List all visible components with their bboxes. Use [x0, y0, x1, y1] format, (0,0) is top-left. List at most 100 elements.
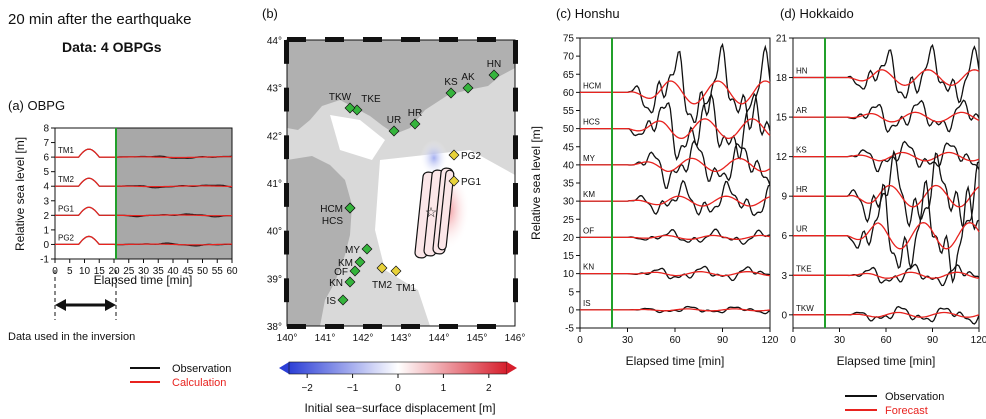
- map-lat-label: 39°: [267, 274, 282, 285]
- y-tick-label: 25: [563, 215, 575, 226]
- y-tick-label: 60: [563, 88, 575, 99]
- station-marker: [448, 149, 460, 161]
- series-label: KN: [583, 263, 594, 272]
- legend-d-calc: Forecast: [885, 405, 928, 417]
- x-tick-label: 10: [79, 266, 91, 277]
- y-tick-label: 30: [563, 197, 575, 208]
- map-border-bar: [513, 230, 518, 255]
- x-tick-label: 55: [212, 266, 224, 277]
- y-tick-label: 8: [43, 124, 49, 135]
- colorbar-tick-label: 2: [486, 383, 492, 394]
- y-tick-label: 40: [563, 160, 575, 171]
- map-border-bar: [284, 230, 289, 255]
- y-tick-label: 45: [563, 142, 575, 153]
- colorbar-tick-label: 1: [441, 383, 447, 394]
- x-tick-label: 45: [182, 266, 194, 277]
- subsidence-zone: [420, 140, 448, 176]
- y-tick-label: 55: [563, 106, 575, 117]
- x-tick-label: 15: [94, 266, 106, 277]
- panel-a-ylabel: Relative sea level [m]: [13, 137, 27, 251]
- y-tick-label: -5: [565, 324, 574, 335]
- colorbar: −2 −1 0 1 2 Initial sea−surface displacement…: [279, 361, 517, 415]
- x-tick-label: 30: [622, 335, 634, 346]
- x-tick-label: 35: [153, 266, 165, 277]
- y-tick-label: 4: [43, 182, 49, 193]
- series-label: TKE: [796, 264, 812, 273]
- station-label: MY: [345, 245, 360, 256]
- map-bay-white: [330, 115, 385, 160]
- station-marker: [448, 175, 460, 187]
- map-border-bar: [477, 37, 496, 42]
- station-label: TKE: [361, 94, 381, 105]
- x-tick-label: 0: [790, 335, 796, 346]
- y-tick-label: 9: [781, 192, 787, 203]
- series-label: HCM: [583, 81, 602, 90]
- y-tick-label: 1: [43, 225, 49, 236]
- y-tick-label: 3: [43, 196, 49, 207]
- map-border-bar: [513, 40, 518, 64]
- legend-a-obs: Observation: [172, 363, 231, 375]
- series-label: AR: [796, 106, 807, 115]
- x-tick-label: 0: [577, 335, 583, 346]
- y-tick-label: 7: [43, 138, 49, 149]
- station-marker: [344, 276, 356, 288]
- map-lat-label: 44°: [267, 36, 282, 47]
- map-border-bar: [284, 183, 289, 207]
- legend-a-calc: Calculation: [172, 377, 226, 389]
- map-lat-label: 40°: [267, 227, 282, 238]
- y-tick-label: 18: [776, 73, 788, 84]
- y-tick-label: 10: [563, 269, 575, 280]
- station-label: KM: [338, 258, 353, 269]
- map-lon-label: 143°: [391, 333, 412, 344]
- panel-a-shade: [116, 128, 232, 259]
- series-label: OF: [583, 226, 594, 235]
- series-label: TM1: [58, 146, 75, 155]
- map-border-bar: [513, 183, 518, 207]
- station-label: UR: [387, 115, 401, 126]
- series-label: TKW: [796, 304, 814, 313]
- panel-c-frame: [579, 37, 771, 329]
- x-tick-label: 5: [67, 266, 73, 277]
- station-label: HCM: [320, 204, 343, 215]
- x-tick-label: 30: [138, 266, 150, 277]
- station-label: AK: [461, 72, 475, 83]
- station-label: KN: [329, 278, 343, 289]
- panel-a-xlabel: Elapsed time [min]: [94, 273, 193, 287]
- station-marker: [388, 125, 400, 137]
- fault-patches: [414, 167, 455, 259]
- x-tick-label: 90: [927, 335, 939, 346]
- station-marker: [462, 82, 474, 94]
- series-label: MY: [583, 154, 596, 163]
- station-label: TKW: [329, 92, 352, 103]
- colorbar-label: Initial sea−surface displacement [m]: [304, 401, 495, 415]
- map-lat-label: 38°: [267, 322, 282, 333]
- map-border-bar: [513, 278, 518, 303]
- x-tick-label: 60: [226, 266, 238, 277]
- x-tick-label: 120: [971, 335, 986, 346]
- x-tick-label: 40: [167, 266, 179, 277]
- station-label: PG1: [461, 177, 481, 188]
- map-lat-label: 43°: [267, 84, 282, 95]
- map-lon-label: 140°: [277, 333, 298, 344]
- colorbar-tick-label: −1: [347, 383, 359, 394]
- station-marker: [354, 256, 366, 268]
- station-marker: [488, 69, 500, 81]
- map-border-bar: [513, 135, 518, 160]
- station-label: OF: [334, 267, 348, 278]
- map-lon-label: 141°: [315, 333, 336, 344]
- map-border-bar: [284, 135, 289, 160]
- y-tick-label: 75: [563, 34, 575, 45]
- x-tick-label: 120: [762, 335, 779, 346]
- station-label: IS: [327, 296, 337, 307]
- series-label: HN: [796, 67, 808, 76]
- series-label: PG2: [58, 233, 75, 242]
- station-label: PG2: [461, 151, 481, 162]
- figure-subtitle: Data: 4 OBPGs: [62, 39, 162, 55]
- figure-title: 20 min after the earthquake: [8, 11, 191, 28]
- panel-c-title: (c) Honshu: [556, 6, 620, 21]
- x-tick-label: 50: [197, 266, 209, 277]
- series-label: TM2: [58, 175, 75, 184]
- x-tick-label: 30: [834, 335, 846, 346]
